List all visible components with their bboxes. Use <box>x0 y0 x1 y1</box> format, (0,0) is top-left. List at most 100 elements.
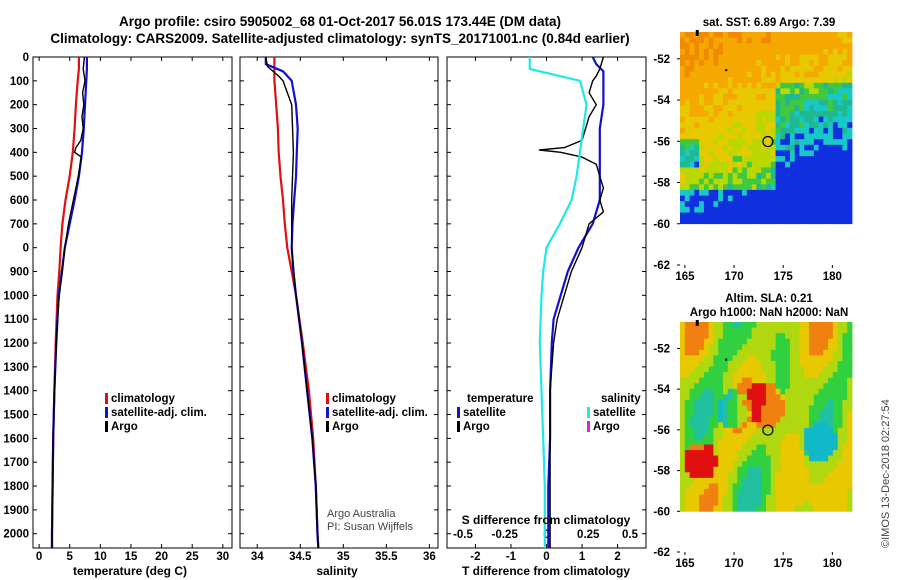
map-cell <box>727 161 733 168</box>
map-cell <box>837 349 843 356</box>
map-cell <box>746 43 753 50</box>
map-cell <box>694 99 700 106</box>
map-cell <box>742 127 748 134</box>
map-cell <box>828 77 834 84</box>
map-cell <box>804 206 810 213</box>
map-cell <box>813 394 819 401</box>
map-cell <box>770 212 776 219</box>
map-cell <box>737 405 743 412</box>
map-cell <box>727 461 733 468</box>
map-cell <box>809 206 815 213</box>
credit-line2: PI: Susan Wijffels <box>327 521 413 533</box>
map-cell <box>780 411 786 418</box>
map-cell <box>842 372 848 379</box>
map-cell <box>818 167 824 174</box>
map-cell <box>847 161 853 168</box>
map-cell <box>823 383 829 390</box>
map-cell <box>809 139 815 146</box>
map-cell <box>809 450 815 457</box>
map-cell <box>708 88 714 95</box>
map-cell <box>775 184 781 191</box>
depth-tick-label: 1600 <box>3 433 29 445</box>
map-cell <box>761 167 767 174</box>
map-cell <box>718 71 724 78</box>
map-cell <box>761 472 767 479</box>
map-cell <box>804 88 810 95</box>
map-cell <box>823 394 829 401</box>
map-cell <box>804 178 810 185</box>
map-cell <box>708 48 714 55</box>
map-cell <box>775 422 781 429</box>
map-cell <box>809 405 815 412</box>
map-cell <box>699 32 705 38</box>
map-cell <box>732 139 738 146</box>
map-cell <box>742 438 748 445</box>
map-cell <box>718 139 724 146</box>
map-cell <box>732 327 738 334</box>
map-cell <box>818 60 824 67</box>
map-cell <box>708 394 714 401</box>
map-cell <box>770 206 776 213</box>
map-cell <box>766 111 772 117</box>
map-cell <box>785 48 791 55</box>
map-cell <box>804 399 810 406</box>
map-cell <box>823 361 829 367</box>
map-cell <box>694 77 700 84</box>
map-cell <box>813 427 819 434</box>
map-cell <box>794 361 800 367</box>
map-cell <box>785 405 791 412</box>
map-cell <box>761 206 767 213</box>
map-cell <box>703 116 710 123</box>
map-cell <box>823 477 829 484</box>
map-cell <box>766 184 772 191</box>
map-cell <box>684 483 690 490</box>
map-cell <box>761 405 767 412</box>
map-cell <box>718 173 724 179</box>
map-cell <box>756 195 762 202</box>
map-cell <box>804 173 810 179</box>
map-cell <box>780 422 786 429</box>
map-cell <box>713 355 719 362</box>
depth-tick-label: 1900 <box>3 505 29 517</box>
map-cell <box>756 405 762 412</box>
map-cell <box>761 372 767 379</box>
map-cell <box>785 383 791 390</box>
map-cell <box>837 94 843 100</box>
profile-location-marker <box>762 424 774 436</box>
map-cell <box>732 438 738 445</box>
map-cell <box>804 65 810 72</box>
map-cell <box>799 444 805 451</box>
map-cell <box>847 212 853 219</box>
map-cell <box>775 344 781 351</box>
map-cell <box>694 366 700 373</box>
map-cell <box>756 444 762 451</box>
map-cell <box>775 173 781 179</box>
map-cell <box>727 218 733 225</box>
map-cell <box>818 377 824 384</box>
figure-title-line1: Argo profile: csiro 5905002_68 01-Oct-20… <box>119 14 561 29</box>
map-cell <box>684 411 690 418</box>
map-cell <box>756 111 762 117</box>
map-cell <box>713 218 719 225</box>
figure-title-line2: Climatology: CARS2009. Satellite-adjuste… <box>50 31 629 46</box>
map-cell <box>737 349 743 356</box>
map-cell <box>737 116 743 123</box>
map-cell <box>842 167 848 174</box>
map-cell <box>708 461 714 468</box>
map-cell <box>718 394 724 401</box>
map-cell <box>813 206 819 213</box>
map-cell <box>732 82 738 89</box>
map-cell <box>718 427 724 434</box>
map-cell <box>737 111 743 117</box>
map-cell <box>751 455 757 462</box>
map-cell <box>689 37 695 44</box>
map-cell <box>809 483 815 490</box>
map-cell <box>694 156 700 163</box>
map-cell <box>742 422 748 429</box>
map-cell <box>823 189 829 196</box>
island-marker <box>695 319 699 326</box>
map-cell <box>842 178 848 185</box>
map-cell <box>804 405 810 412</box>
map-cell <box>708 184 714 191</box>
map-cell <box>809 433 815 440</box>
